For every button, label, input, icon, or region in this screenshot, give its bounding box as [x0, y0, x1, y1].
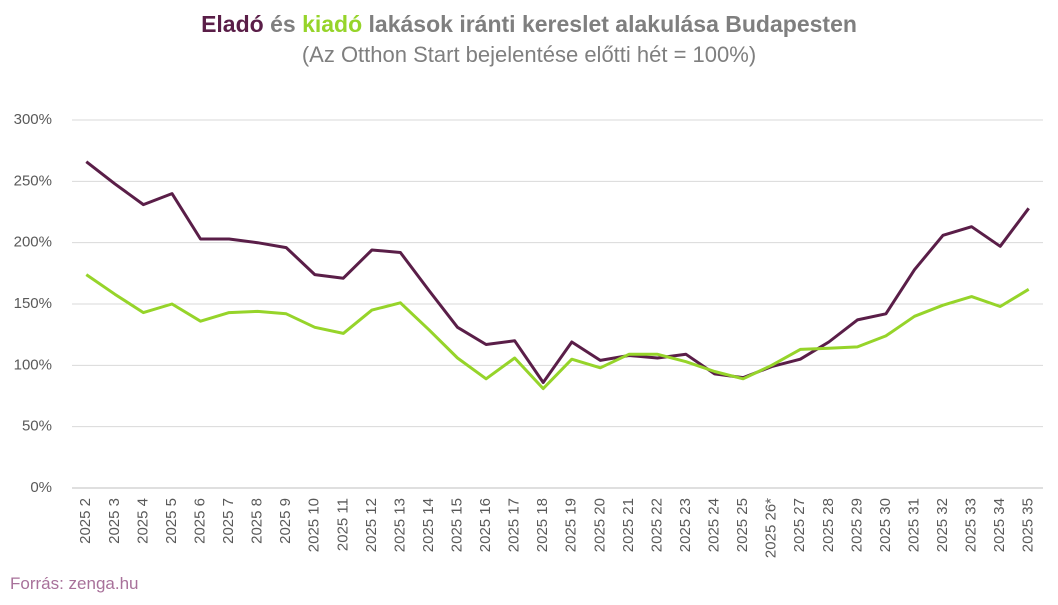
x-tick-label: 2025 24	[706, 498, 723, 552]
x-tick-label: 2025 23	[677, 498, 694, 552]
x-tick-label: 2025 19	[563, 498, 580, 552]
x-tick-label: 2025 29	[848, 498, 865, 552]
y-tick-label: 50%	[22, 418, 52, 435]
x-tick-label: 2025 11	[334, 498, 351, 551]
x-tick-label: 2025 35	[1020, 498, 1037, 552]
data-line	[85, 160, 1030, 384]
chart-subtitle: (Az Otthon Start bejelentése előtti hét …	[301, 42, 757, 67]
x-tick-label: 2025 25	[734, 498, 751, 552]
y-tick-label: 100%	[14, 356, 52, 373]
y-tick-label: 250%	[14, 172, 52, 189]
x-tick-label: 2025 12	[363, 498, 380, 552]
y-tick-label: 0%	[30, 479, 52, 496]
x-tick-label: 2025 13	[391, 498, 408, 552]
x-tick-label: 2025 6	[191, 498, 208, 544]
x-tick-label: 2025 26*	[763, 498, 780, 558]
x-tick-label: 2025 3	[106, 498, 123, 544]
chart: 0% 50% 100% 150% 200% 250% 300% 2025 2 2025 3 202…	[14, 111, 1043, 558]
x-tick-label: 2025 22	[648, 498, 665, 552]
x-tick-label: 2025 28	[820, 498, 837, 552]
x-tick-label: 2025 18	[534, 498, 551, 552]
x-tick-label: 2025 16	[477, 498, 494, 552]
x-tick-label: 2025 14	[420, 498, 437, 552]
data-line	[85, 273, 1030, 391]
y-tick-label: 200%	[14, 234, 52, 251]
source: Forrás: zenga.hu	[10, 574, 139, 593]
x-tick-label: 2025 21	[620, 498, 637, 552]
x-tick-label: 2025 9	[277, 498, 294, 544]
x-tick-label: 2025 5	[163, 498, 180, 544]
legend-entry: Eladó	[201, 11, 264, 37]
x-tick-label: 2025 4	[134, 498, 151, 544]
legend-entry: kiadó	[302, 11, 363, 37]
title-joiner: és	[270, 11, 296, 37]
x-tick-label: 2025 33	[963, 498, 980, 552]
x-tick-label: 2025 17	[506, 498, 523, 552]
x-tick-label: 2025 20	[591, 498, 608, 552]
y-tick-label: 300%	[14, 111, 52, 128]
x-tick-label: 2025 27	[791, 498, 808, 552]
y-tick-label: 150%	[14, 295, 52, 312]
x-tick-label: 2025 7	[220, 498, 237, 544]
title-text: lakások iránti kereslet alakulása Budape…	[368, 11, 857, 37]
x-tick-label: 2025 10	[306, 498, 323, 552]
x-tick-label: 2025 2	[77, 498, 94, 544]
x-tick-label: 2025 32	[934, 498, 951, 552]
x-tick-label: 2025 31	[905, 498, 922, 552]
x-tick-label: 2025 30	[877, 498, 894, 552]
x-tick-label: 2025 34	[991, 498, 1008, 552]
chart-title: Eladó és kiadó lakások iránti kereslet a…	[0, 8, 1058, 40]
x-tick-label: 2025 8	[249, 498, 266, 544]
header: Eladó és kiadó lakások iránti kereslet a…	[0, 8, 1058, 70]
x-tick-label: 2025 15	[449, 498, 466, 552]
